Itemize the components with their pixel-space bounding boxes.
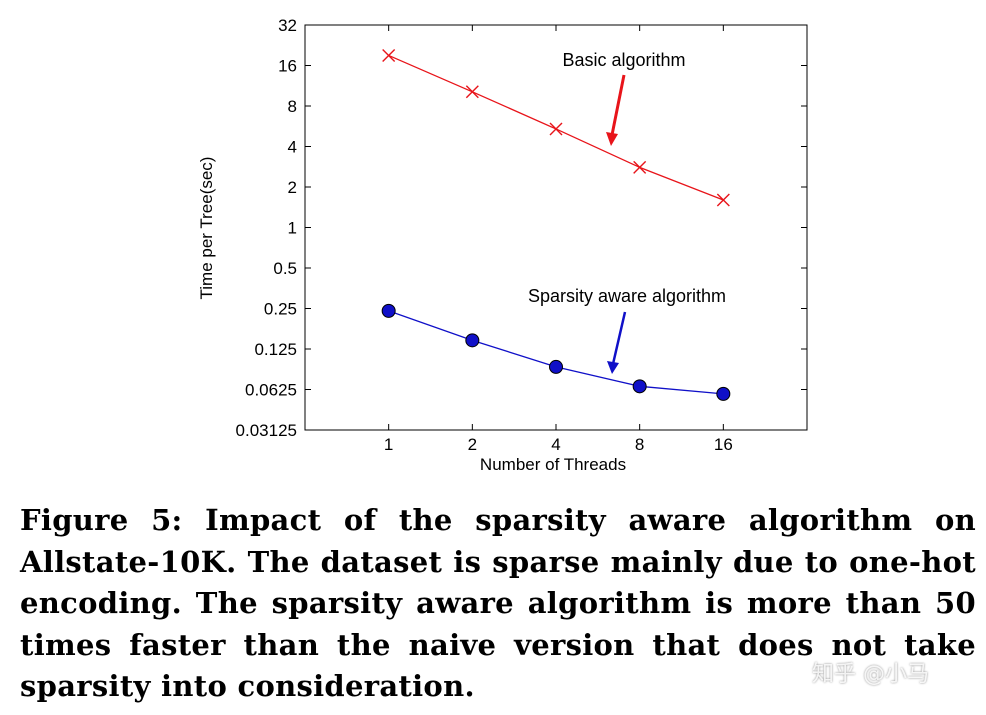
data-point-sparsity — [632, 379, 647, 394]
x-axis: 1 2 4 8 16 — [384, 25, 733, 454]
x-marker-stroke — [549, 122, 563, 136]
figure-caption: Figure 5: Impact of the sparsity aware a… — [20, 503, 976, 703]
y-tick-label: 0.0625 — [245, 381, 297, 400]
data-point-basic — [549, 122, 563, 136]
y-tick-label: 16 — [278, 57, 297, 76]
series-layer — [381, 48, 731, 401]
y-tick-label: 0.125 — [254, 340, 297, 359]
series-line-0 — [388, 54, 724, 201]
data-point-basic — [716, 193, 730, 207]
data-point-sparsity — [465, 333, 480, 348]
x-tick-label: 4 — [551, 435, 560, 454]
series-line-1 — [388, 310, 724, 395]
y-tick-label: 1 — [288, 219, 297, 238]
y-tick-label: 32 — [278, 16, 297, 35]
x-marker-stroke — [465, 85, 479, 99]
data-point-sparsity — [549, 359, 563, 374]
x-axis-label: Number of Threads — [480, 455, 626, 474]
x-tick-label: 8 — [635, 435, 644, 454]
watermark: 知乎 @小马 — [812, 662, 929, 687]
y-tick-label: 2 — [288, 178, 297, 197]
annotation-basic-algorithm: Basic algorithm — [562, 50, 685, 70]
arrow-sparsity-aware — [607, 311, 627, 374]
data-point-sparsity — [381, 303, 396, 318]
y-axis: 0.03125 0.0625 0.125 0.25 0.5 1 2 4 8 16 32 — [236, 16, 807, 440]
x-marker-stroke — [382, 48, 396, 62]
y-axis-label: Time per Tree(sec) — [197, 157, 216, 300]
x-marker-stroke — [716, 193, 730, 207]
y-tick-label: 4 — [288, 138, 297, 157]
data-point-basic — [633, 160, 647, 174]
y-tick-label: 0.25 — [264, 300, 297, 319]
data-point-basic — [382, 48, 396, 62]
x-tick-label: 2 — [468, 435, 477, 454]
y-tick-label: 0.03125 — [236, 421, 297, 440]
chart: 1 2 4 8 16 0.03125 0.0625 0.125 0.25 0.5 1 2 4 8 16 32… — [197, 16, 808, 474]
data-point-basic — [465, 85, 479, 99]
y-tick-label: 0.5 — [273, 259, 297, 278]
data-point-sparsity — [716, 386, 731, 401]
y-tick-label: 8 — [288, 97, 297, 116]
x-marker-stroke — [633, 160, 647, 174]
annotation-sparsity-aware: Sparsity aware algorithm — [528, 286, 726, 306]
arrow-basic-algorithm — [606, 74, 626, 146]
x-tick-label: 16 — [714, 435, 733, 454]
x-tick-label: 1 — [384, 435, 393, 454]
